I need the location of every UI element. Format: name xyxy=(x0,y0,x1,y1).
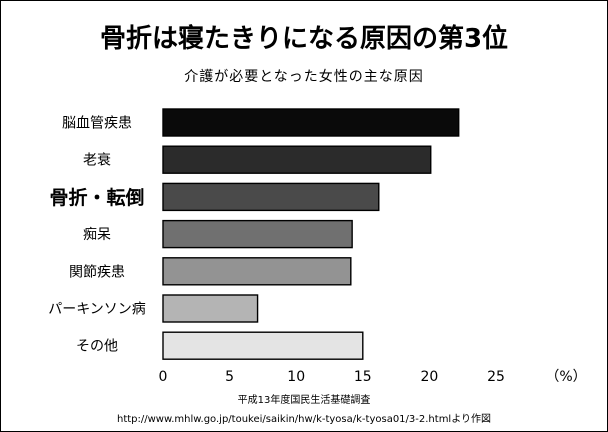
bar xyxy=(162,145,432,174)
x-tick-label: 25 xyxy=(487,369,505,385)
chart-title: 骨折は寝たきりになる原因の第3位 xyxy=(99,24,509,54)
bar xyxy=(162,108,460,137)
category-label: 関節疾患 xyxy=(69,263,125,280)
bar xyxy=(162,219,353,249)
category-label: 脳血管疾患 xyxy=(62,116,132,132)
source-survey: 平成13年度国民生活基礎調査 xyxy=(237,395,371,406)
x-unit-label: （%） xyxy=(545,369,586,385)
x-tick-label: 5 xyxy=(225,369,234,385)
chart-subtitle: 介護が必要となった女性の主な原因 xyxy=(184,69,424,85)
bar xyxy=(162,182,380,212)
x-tick-label: 10 xyxy=(287,369,305,385)
x-tick-label: 0 xyxy=(159,369,168,385)
source-url: http://www.mhlw.go.jp/toukei/saikin/hw/k… xyxy=(116,414,492,425)
bar xyxy=(162,331,364,360)
category-label: パーキンソン病 xyxy=(48,302,146,318)
x-tick-label: 20 xyxy=(420,369,438,385)
category-label: 痴呆 xyxy=(83,227,111,243)
bar xyxy=(162,294,259,323)
bar xyxy=(162,257,352,286)
category-label: 骨折・転倒 xyxy=(49,186,144,209)
x-tick-label: 15 xyxy=(354,369,372,385)
category-label: その他 xyxy=(76,339,118,355)
category-label: 老衰 xyxy=(83,152,111,169)
